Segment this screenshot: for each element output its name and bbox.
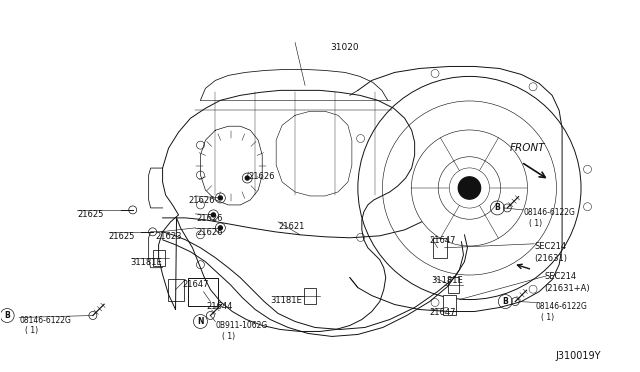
Bar [168, 279, 184, 301]
Circle shape [458, 177, 481, 199]
Text: B: B [502, 297, 508, 306]
Text: 21647: 21647 [429, 236, 456, 245]
Text: ( 1): ( 1) [529, 219, 542, 228]
Text: (21631): (21631) [534, 254, 567, 263]
Text: 21626: 21626 [196, 214, 223, 223]
Bar [433, 238, 447, 258]
Text: J310019Y: J310019Y [555, 352, 600, 361]
Circle shape [245, 176, 249, 180]
Text: SEC214: SEC214 [544, 272, 576, 281]
Bar [447, 277, 460, 293]
Text: 0B911-1062G: 0B911-1062G [216, 321, 268, 330]
Circle shape [211, 213, 216, 217]
Text: 21626: 21626 [248, 172, 275, 181]
Circle shape [218, 196, 222, 200]
Bar [189, 278, 218, 305]
Text: ( 1): ( 1) [541, 312, 554, 321]
Text: ( 1): ( 1) [222, 333, 236, 341]
Text: 21626: 21626 [189, 196, 215, 205]
Text: 21647: 21647 [182, 280, 209, 289]
Bar [152, 250, 164, 266]
Text: N: N [197, 317, 204, 326]
Text: 21647: 21647 [429, 308, 456, 317]
Bar [304, 288, 316, 304]
Text: B: B [495, 203, 500, 212]
Text: 21626: 21626 [196, 228, 223, 237]
Text: 21625: 21625 [109, 232, 135, 241]
Text: 31181E: 31181E [431, 276, 463, 285]
Text: 21623: 21623 [156, 232, 182, 241]
Circle shape [218, 226, 222, 230]
Text: (21631+A): (21631+A) [544, 283, 590, 293]
Text: 31181E: 31181E [270, 296, 302, 305]
Text: 08146-6122G: 08146-6122G [19, 315, 71, 324]
Text: 31020: 31020 [330, 42, 358, 52]
Text: B: B [4, 311, 10, 320]
Bar [442, 295, 456, 314]
Text: ( 1): ( 1) [25, 327, 38, 336]
Text: 21644: 21644 [207, 302, 233, 311]
Text: 21621: 21621 [278, 222, 305, 231]
Text: 31181E: 31181E [131, 258, 163, 267]
Text: 08146-6122G: 08146-6122G [535, 302, 587, 311]
Text: FRONT: FRONT [509, 143, 545, 153]
Text: SEC214: SEC214 [534, 242, 566, 251]
Text: 08146-6122G: 08146-6122G [524, 208, 575, 217]
Text: 21625: 21625 [77, 210, 103, 219]
